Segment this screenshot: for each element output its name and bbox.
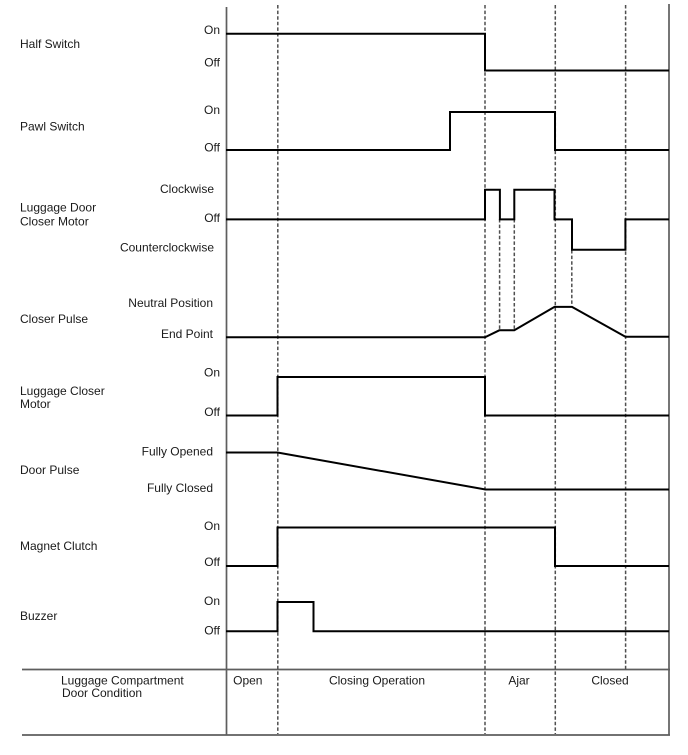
- svg-text:Closer Motor: Closer Motor: [20, 215, 89, 229]
- svg-text:Closer Pulse: Closer Pulse: [20, 312, 88, 326]
- svg-text:Off: Off: [204, 56, 220, 70]
- svg-text:Off: Off: [204, 211, 220, 225]
- svg-text:Buzzer: Buzzer: [20, 609, 57, 623]
- svg-text:Off: Off: [204, 624, 220, 638]
- svg-text:Counterclockwise: Counterclockwise: [120, 241, 214, 255]
- svg-text:On: On: [204, 366, 220, 380]
- svg-text:On: On: [204, 519, 220, 533]
- svg-text:Door Pulse: Door Pulse: [20, 463, 80, 477]
- svg-text:Open: Open: [233, 674, 262, 688]
- svg-text:Half Switch: Half Switch: [20, 37, 80, 51]
- svg-text:Closed: Closed: [591, 674, 628, 688]
- svg-text:Door Condition: Door Condition: [62, 686, 142, 700]
- svg-text:Magnet Clutch: Magnet Clutch: [20, 539, 97, 553]
- svg-text:On: On: [204, 23, 220, 37]
- svg-text:Luggage Closer: Luggage Closer: [20, 384, 105, 398]
- svg-text:Luggage Door: Luggage Door: [20, 201, 96, 215]
- svg-text:Off: Off: [204, 555, 220, 569]
- svg-text:Neutral Position: Neutral Position: [128, 296, 213, 310]
- svg-text:Clockwise: Clockwise: [160, 182, 214, 196]
- svg-text:Luggage Compartment: Luggage Compartment: [61, 674, 184, 688]
- svg-text:End Point: End Point: [161, 327, 214, 341]
- svg-text:Motor: Motor: [20, 397, 51, 411]
- svg-text:Pawl Switch: Pawl Switch: [20, 120, 85, 134]
- svg-text:On: On: [204, 594, 220, 608]
- svg-text:Off: Off: [204, 405, 220, 419]
- svg-text:Ajar: Ajar: [508, 674, 529, 688]
- svg-text:Closing Operation: Closing Operation: [329, 674, 425, 688]
- svg-text:Fully Opened: Fully Opened: [142, 445, 213, 459]
- svg-text:On: On: [204, 103, 220, 117]
- svg-text:Fully Closed: Fully Closed: [147, 481, 213, 495]
- svg-text:Off: Off: [204, 141, 220, 155]
